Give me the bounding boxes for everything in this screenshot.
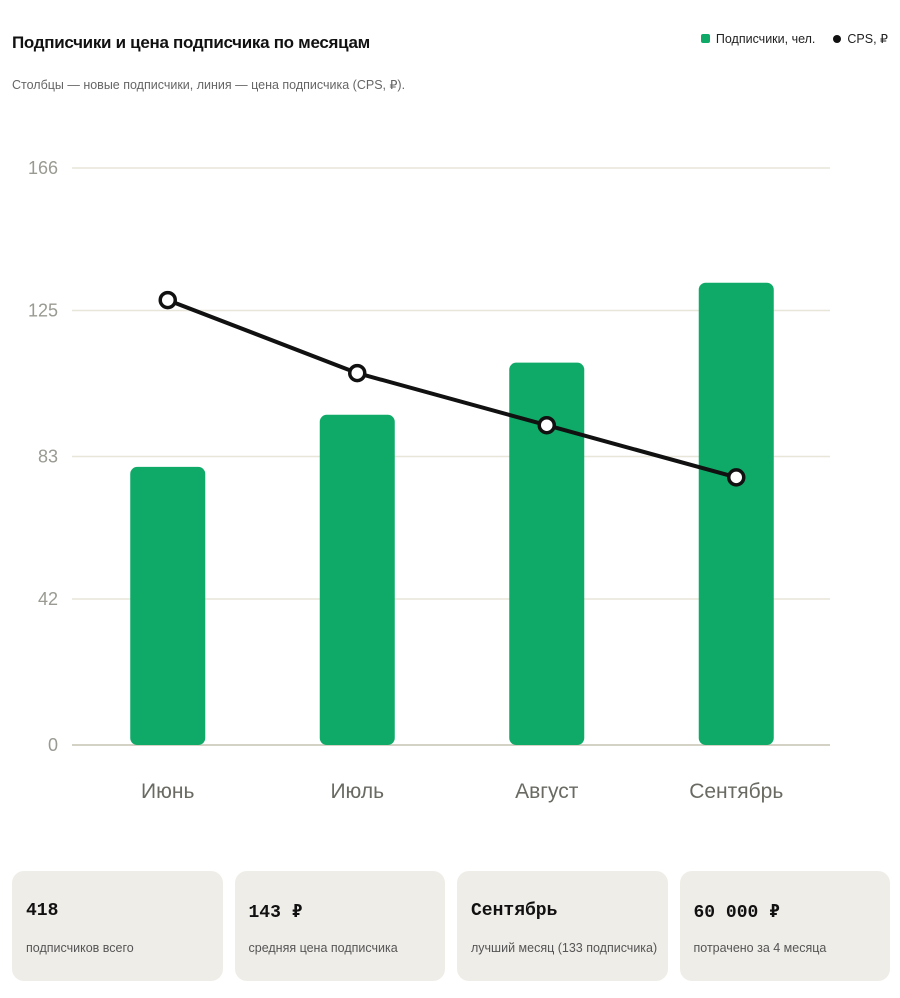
card-label: средняя цена подписчика bbox=[248, 941, 398, 955]
legend-item-bars: Подписчики, чел. bbox=[700, 31, 816, 46]
card-value: Сентябрь bbox=[471, 901, 558, 921]
x-tick-label: Июль bbox=[330, 780, 384, 803]
x-tick-label: Август bbox=[515, 780, 579, 803]
cps-point bbox=[537, 415, 556, 435]
cps-line bbox=[165, 298, 739, 480]
x-tick-label: Сентябрь bbox=[689, 780, 783, 803]
chart-title: Подписчики и цена подписчика по месяцам bbox=[12, 33, 370, 52]
x-tick-label: Июнь bbox=[141, 780, 194, 803]
card-label: лучший месяц (133 подписчика) bbox=[471, 941, 658, 955]
bar bbox=[130, 466, 206, 745]
bar bbox=[509, 362, 585, 745]
card-value: 418 bbox=[26, 901, 59, 921]
summary-card-best-month: Сентябрь лучший месяц (133 подписчика) bbox=[457, 871, 668, 981]
legend-item-line: CPS, ₽ bbox=[833, 31, 888, 46]
cps-point bbox=[727, 468, 746, 487]
legend-bar-swatch bbox=[700, 34, 710, 43]
chart-subtitle: Столбцы — новые подписчики, линия — цена… bbox=[12, 78, 406, 92]
legend-bars-label: Подписчики, чел. bbox=[715, 31, 816, 46]
card-label: потрачено за 4 месяца bbox=[693, 941, 827, 955]
cps-point bbox=[348, 363, 367, 383]
cps-point bbox=[158, 290, 177, 310]
y-tick-label: 0 bbox=[48, 735, 58, 755]
summary-card-avg-price: 143 ₽ средняя цена подписчика bbox=[234, 871, 445, 981]
summary-cards: 418 подписчиков всего 143 ₽ средняя цена… bbox=[12, 871, 890, 981]
y-tick-label: 83 bbox=[38, 447, 58, 467]
y-tick-label: 42 bbox=[38, 589, 58, 609]
legend: Подписчики, чел. CPS, ₽ bbox=[700, 31, 888, 46]
card-value: 143 ₽ bbox=[248, 903, 303, 923]
y-tick-label: 125 bbox=[28, 301, 58, 321]
y-tick-label: 166 bbox=[28, 158, 58, 178]
bar bbox=[698, 282, 774, 745]
bar bbox=[319, 414, 395, 745]
card-label: подписчиков всего bbox=[26, 941, 134, 955]
legend-line-swatch bbox=[833, 34, 842, 43]
legend-line-label: CPS, ₽ bbox=[847, 32, 888, 46]
summary-card-total-subscribers: 418 подписчиков всего bbox=[12, 871, 223, 981]
card-value: 60 000 ₽ bbox=[693, 903, 780, 923]
summary-card-spent: 60 000 ₽ потрачено за 4 месяца bbox=[679, 871, 890, 981]
chart: 0 42 83 125 166 Июнь Июль Август Сентябрь bbox=[28, 158, 830, 803]
